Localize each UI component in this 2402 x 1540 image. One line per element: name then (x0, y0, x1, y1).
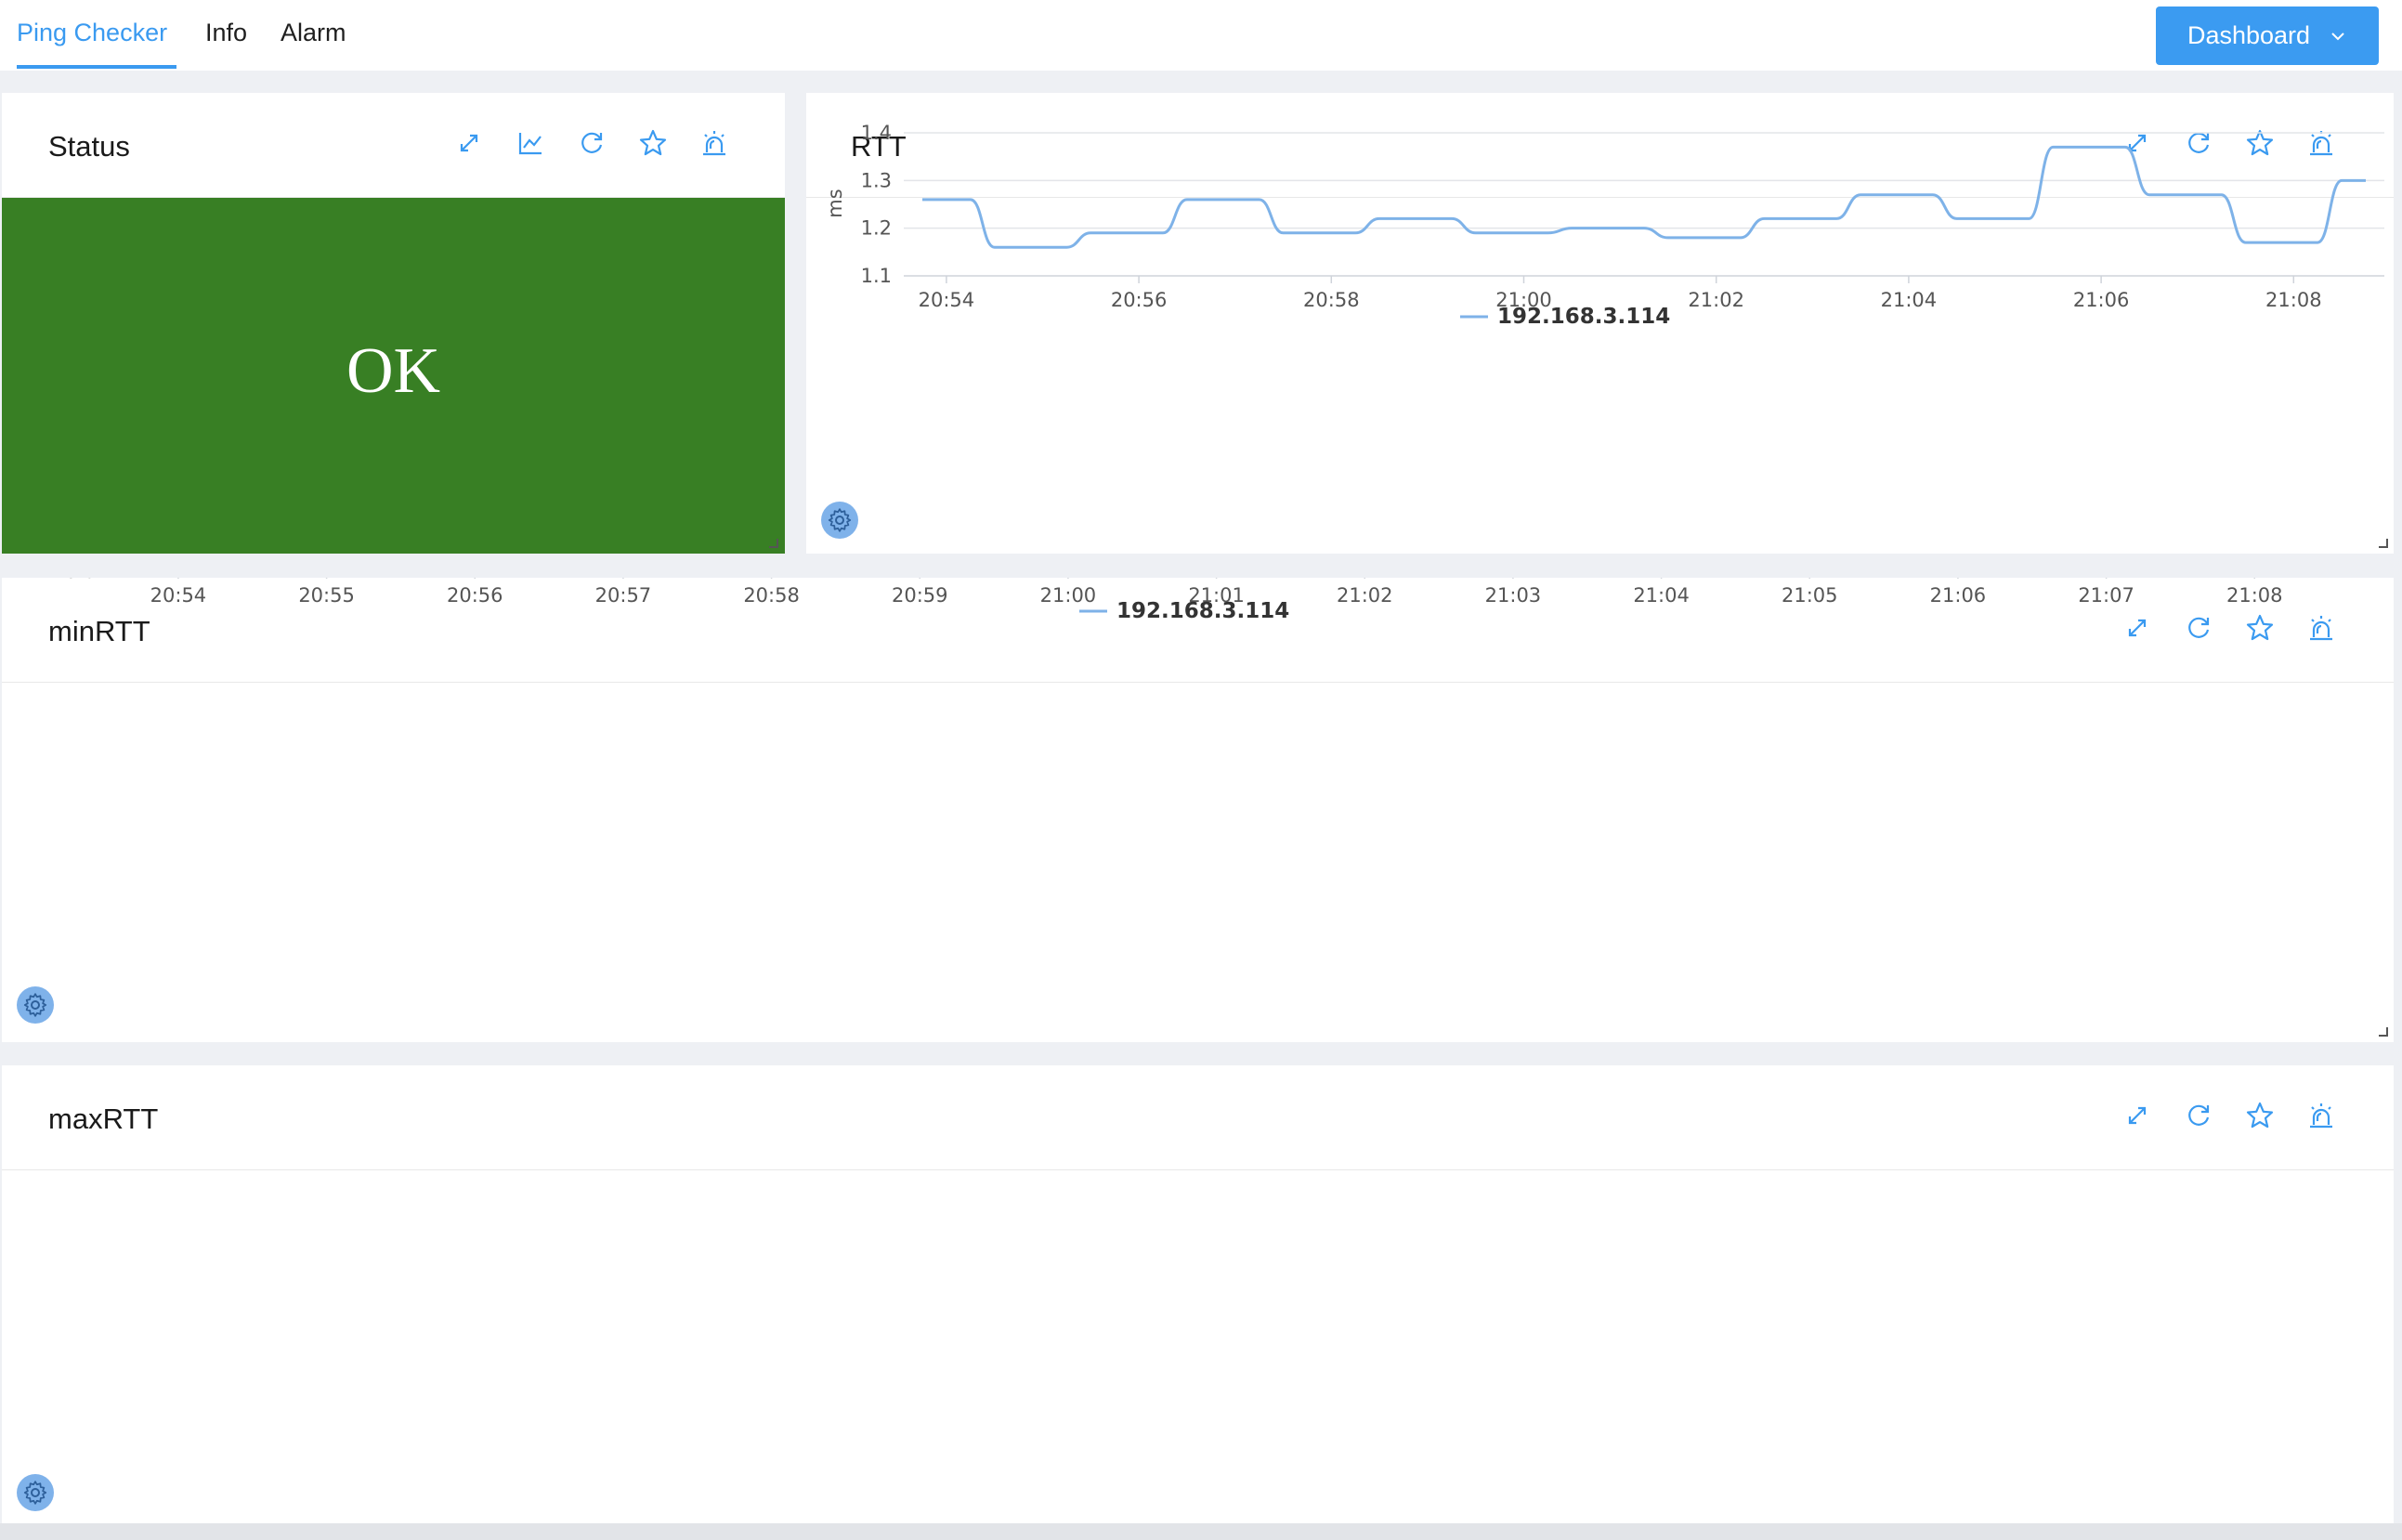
x-tick-label: 21:07 (2078, 584, 2134, 607)
tab-info[interactable]: Info (205, 19, 248, 46)
star-icon[interactable] (2243, 126, 2277, 160)
refresh-icon[interactable] (2182, 126, 2215, 160)
minrtt-chart: 0.811.21.4ms20:5420:5520:5620:5720:5820:… (65, 578, 2283, 623)
panel-toolbar (2121, 1099, 2338, 1132)
panel-title: minRTT (48, 615, 150, 647)
expand-icon[interactable] (2121, 1099, 2154, 1132)
legend-label: 192.168.3.114 (1497, 305, 1670, 329)
x-tick-label: 20:58 (1303, 289, 1360, 311)
y-tick-label: 1.3 (861, 169, 892, 191)
x-tick-label: 21:04 (1881, 289, 1938, 311)
status-panel: Status OK (2, 93, 785, 554)
x-tick-label: 21:06 (1930, 584, 1987, 607)
y-tick-label: 0.8 (65, 578, 96, 582)
x-tick-label: 21:08 (2226, 584, 2283, 607)
tab-ping-checker[interactable]: Ping Checker (17, 19, 168, 46)
tab-alarm[interactable]: Alarm (281, 19, 346, 46)
x-tick-label: 20:56 (1111, 289, 1168, 311)
x-tick-label: 20:54 (150, 584, 207, 607)
alarm-icon[interactable] (698, 126, 731, 160)
series-line (922, 145, 2366, 249)
y-axis-title: ms (824, 189, 846, 217)
star-icon[interactable] (2243, 1099, 2277, 1132)
y-tick-label: 1.1 (861, 265, 892, 287)
line-chart-icon[interactable] (514, 126, 547, 160)
x-tick-label: 20:57 (595, 584, 652, 607)
resize-handle[interactable] (2379, 539, 2388, 548)
x-tick-label: 21:02 (1688, 289, 1744, 311)
top-nav-bar: Ping Checker Info Alarm Dashboard (0, 0, 2402, 71)
y-tick-label: 1.4 (861, 122, 892, 144)
chevron-down-icon (2331, 32, 2344, 40)
alarm-icon[interactable] (2304, 1099, 2338, 1132)
x-tick-label: 21:05 (1782, 584, 1838, 607)
page-bottom-edge (0, 1523, 2402, 1540)
maxrtt-chart: 1.21.41.6ms20:5420:5520:5620:5720:5820:5… (2, 1065, 2394, 1523)
status-value: OK (346, 334, 441, 407)
refresh-icon[interactable] (575, 126, 608, 160)
x-tick-label: 21:02 (1337, 584, 1393, 607)
x-tick-label: 20:54 (919, 289, 975, 311)
minrtt-panel-header: minRTT (2, 578, 2394, 683)
panel-title: maxRTT (48, 1103, 159, 1135)
x-tick-label: 21:06 (2073, 289, 2130, 311)
alarm-icon[interactable] (2304, 611, 2338, 645)
expand-icon[interactable] (452, 126, 486, 160)
x-tick-label: 21:03 (1485, 584, 1542, 607)
legend-label: 192.168.3.114 (1116, 599, 1289, 623)
maxrtt-panel: maxRTT 1.21.41.6ms20:5420:5520:5620:5720… (2, 1065, 2394, 1523)
x-tick-label: 21:00 (1040, 584, 1097, 607)
panel-title: RTT (851, 130, 907, 163)
x-tick-label: 21:00 (1495, 289, 1552, 311)
resize-handle[interactable] (2379, 1027, 2388, 1037)
x-tick-label: 20:59 (892, 584, 948, 607)
panel-toolbar (2121, 126, 2338, 160)
resize-handle[interactable] (769, 539, 778, 548)
x-tick-label: 21:01 (1188, 584, 1245, 607)
rtt-chart: 1.1 1.2 1.3 1.4 ms 20:54 20:56 20:58 21:00 21:02 2… (824, 122, 2384, 329)
active-tab-indicator (17, 65, 176, 69)
star-icon[interactable] (636, 126, 670, 160)
y-tick-label: 1.2 (861, 217, 892, 240)
status-panel-header: Status (2, 93, 785, 198)
expand-icon[interactable] (2121, 611, 2154, 645)
star-icon[interactable] (2243, 611, 2277, 645)
gear-icon[interactable] (17, 986, 54, 1024)
panel-title: Status (48, 130, 130, 163)
dashboard-dropdown-button[interactable]: Dashboard (2156, 7, 2379, 65)
status-indicator: OK (2, 198, 785, 554)
maxrtt-panel-header: maxRTT (2, 1065, 2394, 1170)
rtt-panel: RTT 1.1 1.2 1.3 1.4 ms 20:54 20:56 20:58 21:00 21… (806, 93, 2394, 554)
dashboard-button-label: Dashboard (2187, 21, 2311, 49)
gear-icon[interactable] (821, 502, 858, 539)
rtt-panel-header: RTT (806, 93, 2394, 198)
x-tick-label: 20:55 (298, 584, 355, 607)
x-tick-label: 20:56 (447, 584, 503, 607)
refresh-icon[interactable] (2182, 611, 2215, 645)
panel-toolbar (452, 126, 731, 160)
gear-icon[interactable] (17, 1474, 54, 1511)
minrtt-panel: minRTT 0.811.21.4ms20:5420:5520:5620:572… (2, 578, 2394, 1042)
x-tick-label: 21:04 (1633, 584, 1690, 607)
refresh-icon[interactable] (2182, 1099, 2215, 1132)
x-tick-label: 20:58 (743, 584, 800, 607)
x-tick-label: 21:08 (2265, 289, 2322, 311)
panel-toolbar (2121, 611, 2338, 645)
